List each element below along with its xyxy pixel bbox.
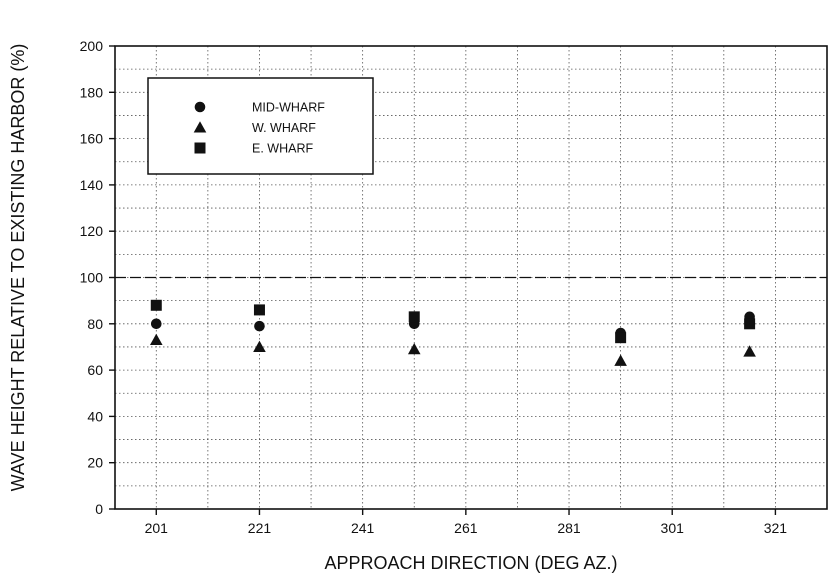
x-tick-label: 321 [764, 520, 788, 536]
y-tick-label: 20 [87, 455, 103, 471]
circle-point [150, 318, 162, 330]
square-point [744, 318, 756, 330]
y-tick-label: 140 [80, 177, 104, 193]
y-tick-label: 60 [87, 362, 103, 378]
x-tick-label: 221 [248, 520, 272, 536]
x-tick-label: 201 [145, 520, 169, 536]
data-points [149, 299, 756, 366]
triangle-point [614, 354, 627, 366]
x-tick-label: 241 [351, 520, 375, 536]
y-tick-label: 80 [87, 316, 103, 332]
y-tick-label: 200 [80, 38, 104, 54]
x-tick-label: 281 [557, 520, 581, 536]
tick-labels: 0 20 40 60 80 100 120 140 160 180 200 201 221 241 261 2… [80, 38, 788, 536]
triangle-point [743, 345, 756, 357]
y-tick-label: 180 [80, 84, 104, 100]
circle-point [254, 320, 265, 332]
legend: MID-WHARF W. WHARF E. WHARF [147, 77, 374, 175]
triangle-point [253, 340, 266, 352]
x-tick-label: 261 [454, 520, 478, 536]
legend-label: MID-WHARF [252, 101, 325, 115]
y-axis-label: WAVE HEIGHT RELATIVE TO EXISTING HARBOR … [8, 44, 28, 492]
axis-ticks [109, 45, 777, 515]
legend-label: E. WHARF [252, 142, 313, 156]
series-square [150, 299, 756, 344]
legend-triangle-marker [193, 121, 207, 133]
y-tick-label: 0 [95, 501, 103, 517]
square-point [150, 299, 162, 311]
y-tick-label: 100 [80, 270, 104, 286]
y-tick-label: 160 [80, 131, 104, 147]
legend-box [147, 77, 374, 175]
y-tick-label: 40 [87, 408, 103, 424]
series-triangle [149, 333, 756, 366]
square-point [615, 332, 627, 344]
y-tick-label: 120 [80, 223, 104, 239]
x-axis-label: APPROACH DIRECTION (DEG AZ.) [324, 553, 617, 573]
legend-circle-marker [194, 101, 206, 113]
legend-label: W. WHARF [252, 121, 316, 135]
legend-square-marker [194, 142, 206, 154]
square-point [253, 304, 265, 316]
x-tick-label: 301 [661, 520, 685, 536]
triangle-point [149, 333, 163, 346]
series-circle [150, 311, 755, 339]
square-point [408, 311, 420, 323]
triangle-point [407, 342, 421, 355]
